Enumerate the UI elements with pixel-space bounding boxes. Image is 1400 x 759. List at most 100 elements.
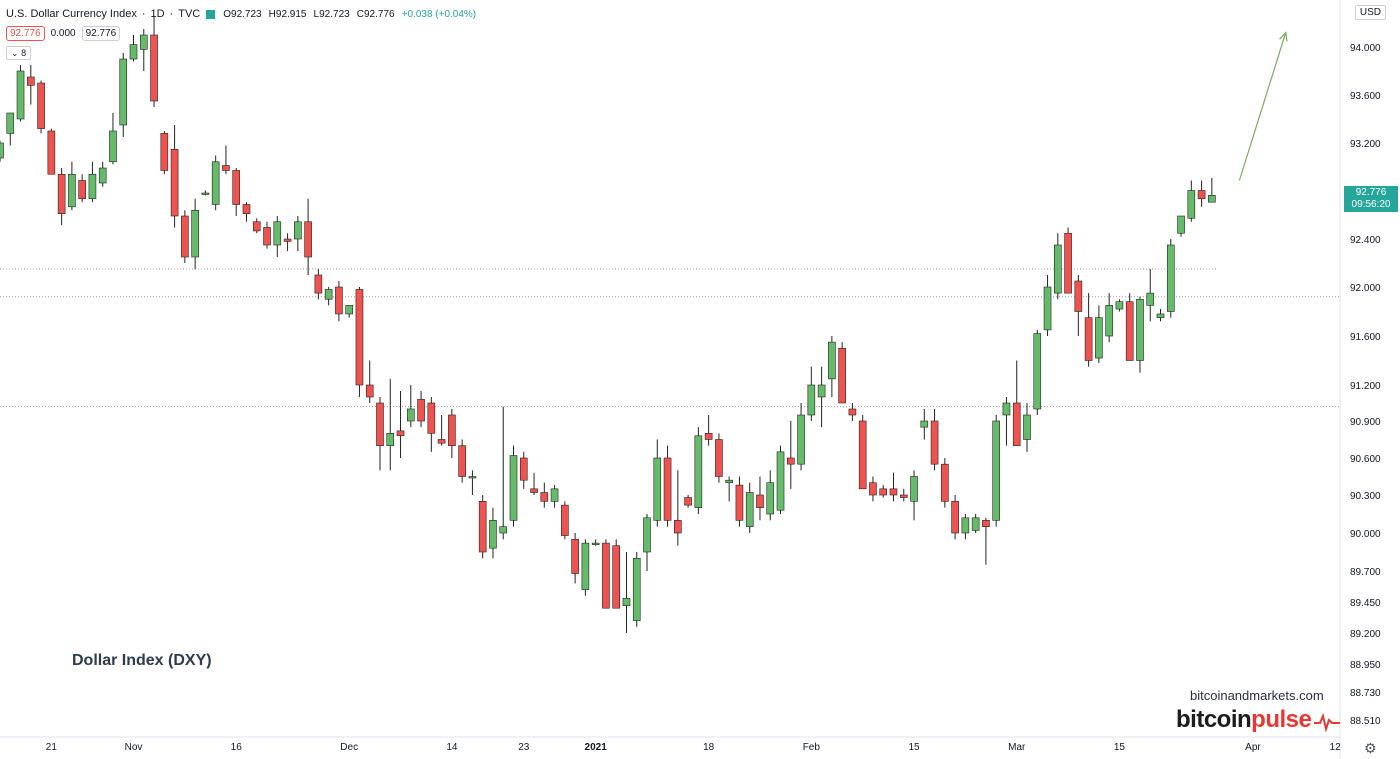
candle-body — [1023, 414, 1031, 440]
horizontal-levels — [0, 268, 1340, 408]
candle-body — [694, 435, 703, 508]
candle-body — [766, 482, 775, 515]
change-value: +0.038 (+0.04%) — [401, 9, 477, 20]
candle — [458, 439, 466, 483]
candle-body — [427, 402, 436, 434]
candle-body — [848, 408, 857, 416]
candle — [663, 445, 672, 527]
candle — [766, 470, 775, 521]
candle — [160, 131, 169, 175]
candle — [1002, 397, 1011, 446]
candle — [561, 501, 569, 540]
settings-gear-icon[interactable]: ⚙ — [1364, 740, 1377, 756]
candle-body — [1208, 195, 1216, 203]
candle — [232, 168, 241, 216]
candle — [1197, 180, 1206, 207]
candle — [612, 539, 621, 609]
time-tick-label: 23 — [518, 742, 530, 753]
candle-body — [889, 488, 898, 496]
candle — [786, 421, 795, 489]
symbol-title[interactable]: U.S. Dollar Currency Index — [6, 8, 137, 20]
indicator-toggle-button[interactable]: ⌄ 8 — [6, 46, 32, 60]
candle — [88, 161, 97, 203]
candle-body — [314, 274, 323, 294]
candle — [1054, 233, 1062, 300]
candle — [1074, 275, 1083, 336]
flag-icon[interactable] — [206, 9, 216, 19]
price-axis: 94.00093.60093.20092.80092.40092.00091.6… — [1350, 43, 1381, 727]
candle-body — [304, 221, 312, 258]
candle-body — [57, 173, 66, 215]
candle — [581, 539, 590, 596]
candle-body — [1115, 301, 1124, 310]
candle-body — [365, 384, 374, 398]
candle — [170, 125, 179, 228]
low-value: L92.723 — [313, 9, 350, 20]
projection-arrow — [1238, 31, 1288, 181]
interval-label[interactable]: 1D — [150, 8, 165, 20]
candle — [119, 53, 128, 137]
watermark-site: bitcoinandmarkets.com — [1190, 688, 1324, 703]
candle-body — [191, 209, 199, 258]
candle — [1023, 403, 1031, 452]
candle-body — [98, 167, 107, 184]
candle-body — [478, 501, 487, 553]
candle-body — [951, 501, 959, 534]
candle — [879, 485, 888, 498]
candle-body — [129, 44, 138, 60]
candle-body — [715, 439, 723, 477]
price-tick-label: 90.900 — [1350, 417, 1381, 428]
sell-price-box[interactable]: 92.776 — [6, 26, 45, 41]
candle-body — [961, 517, 970, 534]
candle-body — [1166, 244, 1175, 312]
close-value: C92.776 — [356, 9, 395, 20]
buy-price-box[interactable]: 92.776 — [81, 26, 121, 41]
time-tick-label: 21 — [46, 742, 58, 753]
candle — [324, 287, 333, 306]
price-tick-label: 90.300 — [1350, 491, 1381, 502]
candle-body — [1197, 190, 1206, 200]
candle — [961, 514, 970, 540]
candle — [1064, 227, 1072, 294]
candle — [725, 476, 733, 502]
candle-body — [807, 384, 816, 416]
candle-body — [930, 420, 939, 465]
candle-body — [386, 433, 395, 446]
open-value: O92.723 — [223, 9, 262, 20]
candle-body — [406, 408, 415, 422]
currency-button[interactable]: USD — [1354, 5, 1386, 20]
candle-body — [27, 76, 35, 86]
price-tick-label: 88.510 — [1350, 716, 1381, 727]
spread-value: 0.000 — [50, 28, 76, 39]
indicator-count: 8 — [21, 48, 27, 58]
candle — [694, 427, 703, 514]
candle — [591, 539, 600, 546]
candle — [889, 472, 898, 502]
candle — [448, 409, 456, 458]
candle — [756, 476, 764, 521]
candle-body — [725, 479, 733, 483]
candle — [930, 409, 939, 471]
candle — [478, 495, 487, 559]
time-tick-label: Mar — [1008, 742, 1026, 753]
candle-body — [1187, 190, 1196, 219]
time-tick-label: Apr — [1245, 742, 1261, 753]
candle — [355, 287, 364, 397]
candle-body — [602, 542, 610, 609]
candle — [489, 507, 497, 559]
time-tick-label: 12 — [1330, 742, 1342, 753]
candle — [294, 216, 302, 251]
price-tick-label: 91.600 — [1350, 332, 1381, 343]
price-tick-label: 94.000 — [1350, 43, 1381, 54]
candle — [1115, 299, 1124, 312]
candle — [848, 403, 857, 421]
candle-body — [509, 455, 518, 521]
projection-arrow-line — [1238, 32, 1287, 181]
candle-body — [139, 34, 148, 50]
candle — [68, 161, 76, 211]
time-tick-label: Feb — [803, 742, 821, 753]
candle-body — [6, 112, 15, 134]
candle — [817, 366, 826, 428]
candle-body — [109, 130, 117, 163]
